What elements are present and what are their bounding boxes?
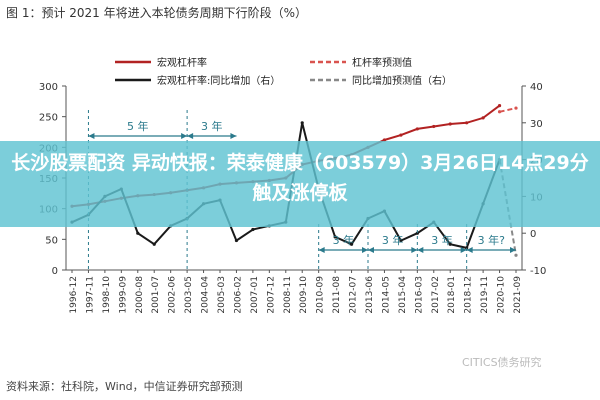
cycle-bottom-1-label: 3 年: [382, 233, 404, 247]
x-tick-label: 1997-11: [85, 276, 95, 314]
x-tick-label: 2021-09: [513, 276, 523, 314]
x-tick-label: 2010-09: [316, 276, 326, 314]
series-point-2: [152, 242, 156, 246]
x-tick-label: 2019-11: [480, 276, 490, 314]
x-tick-label: 2012-07: [349, 276, 359, 314]
cycle-bottom-0-label: 3 年: [333, 233, 355, 247]
cycle-bottom-0-head-right: [362, 247, 368, 253]
series-point-0: [448, 122, 452, 126]
left-tick-label: 250: [39, 113, 58, 124]
series-point-2: [415, 231, 419, 235]
x-tick-label: 2005-03: [217, 276, 227, 314]
x-tick-label: 2015-04: [398, 276, 408, 314]
cycle-bottom-2-head-right: [460, 247, 467, 253]
x-tick-label: 2018-01: [447, 276, 457, 314]
legend-label-1: 杠杆率预测值: [352, 56, 412, 69]
x-tick-label: 2009-10: [299, 276, 309, 314]
x-tick-label: 2000-08: [135, 276, 145, 314]
x-tick-label: 1998-10: [102, 276, 112, 314]
left-tick-label: 0: [52, 266, 58, 277]
cycle-bottom-1-head-left: [368, 247, 374, 253]
series-point-2: [300, 121, 304, 125]
news-banner: [0, 141, 600, 227]
cycle-bottom-0-head-left: [318, 247, 325, 253]
series-point-1: [514, 106, 518, 110]
cycle-bottom-3-head-right: [510, 247, 516, 253]
series-point-2: [136, 231, 140, 235]
cycle-bottom-3-head-left: [466, 247, 473, 253]
x-tick-label: 2018-12: [464, 276, 474, 314]
series-point-2: [448, 242, 452, 246]
news-headline[interactable]: 长沙股票配资 异动快报：荣泰健康（603579）3月26日14点29分触及涨停板: [11, 152, 589, 204]
series-point-0: [465, 121, 469, 125]
x-tick-label: 2014-05: [381, 276, 391, 314]
x-tick-label: 1996-12: [69, 276, 79, 314]
left-tick-label: 300: [39, 82, 58, 93]
legend-label-0: 宏观杠杆率: [157, 56, 207, 69]
cycle-top-1-label: 3 年: [201, 119, 223, 133]
series-point-0: [497, 104, 502, 108]
series-point-2: [234, 238, 239, 243]
cycle-bottom-3-label: 3 年?: [478, 233, 505, 247]
x-tick-label: 2007-01: [250, 276, 260, 314]
x-tick-label: 2017-02: [431, 276, 441, 314]
watermark: CITICS债务研究: [462, 356, 542, 369]
series-point-2: [251, 227, 255, 232]
figure-title: 图 1：预计 2021 年将进入本轮债务周期下行阶段（%）: [6, 6, 308, 20]
right-tick-label: 0: [530, 229, 536, 240]
x-tick-label: 2020-10: [497, 276, 507, 314]
series-point-0: [415, 127, 419, 131]
cycle-bottom-2-head-left: [417, 247, 424, 253]
x-tick-label: 2007-12: [266, 276, 276, 314]
x-tick-label: 2003-05: [184, 276, 194, 314]
legend-label-2: 宏观杠杆率:同比增加（右）: [157, 74, 280, 87]
x-tick-label: 2016-03: [414, 276, 424, 314]
cycle-top-1-head-right: [230, 133, 237, 139]
cycle-bottom-1-head-right: [411, 247, 418, 253]
x-tick-label: 1999-09: [118, 276, 128, 314]
x-tick-label: 2011-08: [332, 276, 342, 314]
x-tick-label: 2013-06: [365, 276, 375, 314]
x-tick-label: 2002-06: [168, 276, 178, 314]
cycle-top-1-head-left: [187, 133, 194, 139]
series-point-2: [399, 238, 403, 243]
series-point-3: [514, 253, 518, 257]
series-point-0: [382, 138, 387, 142]
left-tick-label: 50: [45, 235, 58, 246]
cycle-bottom-2-label: 3 年: [431, 233, 453, 247]
series-point-0: [399, 133, 403, 137]
cycle-top-0-head-right: [181, 133, 188, 139]
series-point-2: [465, 246, 469, 250]
x-tick-label: 2004-04: [201, 276, 211, 314]
x-tick-label: 2001-07: [151, 276, 161, 314]
legend-label-3: 同比增加预测值（右）: [352, 74, 452, 87]
x-tick-label: 2006-02: [233, 276, 243, 314]
x-tick-label: 2008-11: [283, 276, 293, 314]
series-point-0: [481, 116, 485, 120]
series-point-2: [333, 235, 337, 239]
series-point-0: [432, 124, 436, 129]
cycle-top-0-head-left: [88, 133, 95, 139]
series-point-2: [349, 242, 354, 246]
series-line-1: [499, 107, 517, 113]
cycle-top-0-label: 5 年: [127, 119, 149, 133]
source-note: 资料来源：社科院，Wind，中信证券研究部预测: [6, 380, 243, 393]
right-tick-label: 40: [530, 82, 543, 93]
right-tick-label: -10: [530, 266, 546, 277]
right-tick-label: 30: [530, 119, 543, 130]
series-point-1: [497, 110, 502, 114]
